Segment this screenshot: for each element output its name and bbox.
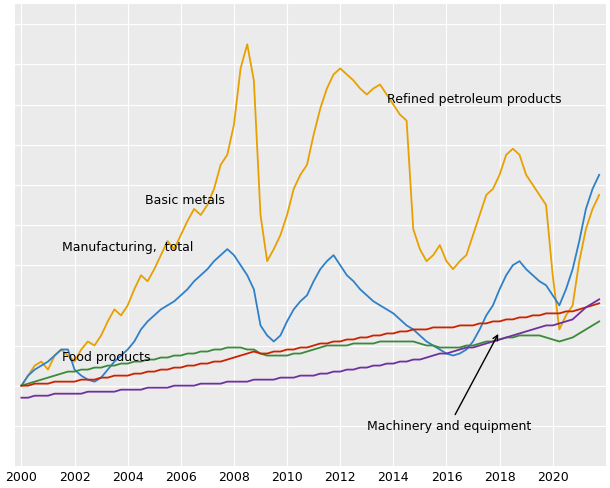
Text: Manufacturing,  total: Manufacturing, total — [62, 241, 193, 254]
Text: Basic metals: Basic metals — [145, 194, 224, 207]
Text: Refined petroleum products: Refined petroleum products — [387, 93, 562, 106]
Text: Machinery and equipment: Machinery and equipment — [367, 335, 531, 433]
Text: Food products: Food products — [62, 351, 151, 365]
